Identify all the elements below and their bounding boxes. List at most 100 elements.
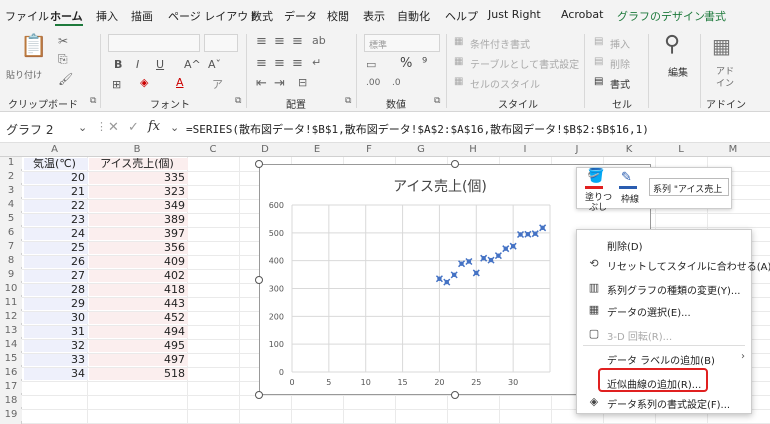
table-cell[interactable]: 22 xyxy=(24,200,88,212)
wrap-text-icon[interactable]: ↵ xyxy=(312,56,322,69)
paste-icon[interactable]: 📋 xyxy=(20,34,48,59)
increase-indent-icon[interactable]: ⇥ xyxy=(274,76,285,91)
font-color-icon[interactable]: A xyxy=(176,76,184,89)
column-header[interactable]: L xyxy=(678,144,684,155)
phonetic-icon[interactable]: ア xyxy=(212,78,223,91)
table-cell[interactable]: 402 xyxy=(89,270,188,282)
currency-icon[interactable]: ▭ xyxy=(366,58,377,71)
menu-tab[interactable]: ページ レイアウト xyxy=(168,10,260,23)
table-cell[interactable]: 32 xyxy=(24,340,88,352)
cell-style-icon[interactable]: ▦ xyxy=(454,76,464,87)
outline-pen-icon[interactable]: ✎ xyxy=(621,170,632,185)
context-menu-item[interactable]: ▥ 系列グラフの種類の変更(Y)... xyxy=(577,278,753,298)
format-painter-icon[interactable]: 🖌 xyxy=(58,72,74,86)
number-format-select[interactable]: 標準 xyxy=(364,34,440,52)
table-cell[interactable]: 443 xyxy=(89,298,188,310)
search-icon[interactable]: ⚲ xyxy=(664,32,681,57)
context-menu-item[interactable]: 近似曲線の追加(R)... xyxy=(577,372,753,392)
name-box-dropdown-icon[interactable]: ⌄ xyxy=(78,121,88,134)
column-header[interactable]: I xyxy=(523,144,527,155)
table-cell[interactable]: 356 xyxy=(89,242,188,254)
table-format-button[interactable]: テーブルとして書式設定 xyxy=(470,60,580,71)
fill-bucket-icon[interactable]: 🪣 xyxy=(587,168,605,184)
orientation-icon[interactable]: ab xyxy=(312,34,326,47)
row-header[interactable]: 6 xyxy=(0,227,22,239)
menu-tab[interactable]: 自動化 xyxy=(397,10,430,23)
align-bottom-icon[interactable]: ≡ xyxy=(292,34,303,49)
percent-icon[interactable]: % xyxy=(400,56,413,71)
underline-button[interactable]: U xyxy=(156,58,165,71)
italic-button[interactable]: I xyxy=(136,58,140,71)
row-header[interactable]: 14 xyxy=(0,339,22,351)
cond-format-button[interactable]: 条件付き書式 xyxy=(470,40,530,51)
row-header[interactable]: 3 xyxy=(0,185,22,197)
row-header[interactable]: 2 xyxy=(0,171,22,183)
format-cells-button[interactable]: 書式 xyxy=(610,80,630,91)
table-cell[interactable]: 34 xyxy=(24,368,88,380)
paste-label[interactable]: 貼り付け xyxy=(6,71,43,81)
clipboard-launcher-icon[interactable]: ⧉ xyxy=(90,96,97,106)
series-select[interactable]: 系列 "アイス売上 xyxy=(649,178,729,196)
row-header[interactable]: 12 xyxy=(0,311,22,323)
column-header[interactable]: F xyxy=(366,144,372,155)
column-header[interactable]: E xyxy=(313,144,321,155)
row-header[interactable]: 5 xyxy=(0,213,22,225)
align-middle-icon[interactable]: ≡ xyxy=(274,34,285,49)
row-header[interactable]: 8 xyxy=(0,255,22,267)
fx-dropdown-icon[interactable]: ⌄ xyxy=(170,121,180,134)
header-cell[interactable]: 気温(℃) xyxy=(24,158,88,170)
menu-tab[interactable]: 表示 xyxy=(363,10,385,23)
column-header[interactable]: B xyxy=(133,144,141,155)
cancel-icon[interactable]: ✕ xyxy=(108,120,119,135)
row-header[interactable]: 4 xyxy=(0,199,22,211)
menu-tab[interactable]: 数式 xyxy=(251,10,273,23)
context-menu-item[interactable]: データ ラベルの追加(B) › xyxy=(577,348,753,368)
menu-tab[interactable]: データ xyxy=(284,10,317,23)
outline-label[interactable]: 枠線 xyxy=(621,195,640,205)
table-cell[interactable]: 33 xyxy=(24,354,88,366)
row-header[interactable]: 10 xyxy=(0,283,22,295)
row-header[interactable]: 11 xyxy=(0,297,22,309)
chart-title[interactable]: アイス売上(個) xyxy=(393,179,487,195)
table-cell[interactable]: 495 xyxy=(89,340,188,352)
cond-format-icon[interactable]: ▦ xyxy=(454,36,464,47)
table-cell[interactable]: 389 xyxy=(89,214,188,226)
number-launcher-icon[interactable]: ⧉ xyxy=(434,96,441,106)
format-cells-icon[interactable]: ▤ xyxy=(594,76,604,87)
menu-tab[interactable]: グラフのデザイン xyxy=(617,10,705,23)
bold-button[interactable]: B xyxy=(114,58,123,71)
resize-handle[interactable] xyxy=(255,276,263,284)
comma-icon[interactable]: ⁹ xyxy=(422,56,428,71)
fill-color-icon[interactable]: ◈ xyxy=(140,76,149,89)
menu-tab[interactable]: 挿入 xyxy=(96,10,118,23)
decrease-indent-icon[interactable]: ⇤ xyxy=(256,76,267,91)
row-header[interactable]: 18 xyxy=(0,395,22,407)
column-header[interactable]: C xyxy=(209,144,217,155)
cell-style-button[interactable]: セルのスタイル xyxy=(470,80,540,91)
resize-handle[interactable] xyxy=(255,160,263,168)
menu-tab[interactable]: Just Right xyxy=(488,8,541,21)
align-left-icon[interactable]: ≡ xyxy=(256,56,267,71)
menu-tab[interactable]: 校閲 xyxy=(327,10,349,23)
row-header[interactable]: 9 xyxy=(0,269,22,281)
enter-icon[interactable]: ✓ xyxy=(128,120,139,135)
row-header[interactable]: 13 xyxy=(0,325,22,337)
context-menu-item[interactable]: ▦ データの選択(E)... xyxy=(577,300,753,320)
edit-button[interactable]: 編集 xyxy=(668,68,688,79)
insert-cells-icon[interactable]: ▤ xyxy=(594,36,604,47)
alignment-launcher-icon[interactable]: ⧉ xyxy=(345,96,352,106)
cut-icon[interactable]: ✂ xyxy=(58,34,69,48)
table-cell[interactable]: 20 xyxy=(24,172,88,184)
fill-label-2[interactable]: ぶし xyxy=(589,203,608,213)
font-size-select[interactable] xyxy=(204,34,238,52)
shrink-font-icon[interactable]: Aˇ xyxy=(208,58,222,71)
table-format-icon[interactable]: ▦ xyxy=(454,56,464,67)
column-header[interactable]: G xyxy=(417,144,425,155)
row-header[interactable]: 16 xyxy=(0,367,22,379)
grow-font-icon[interactable]: A^ xyxy=(184,58,201,71)
table-cell[interactable]: 30 xyxy=(24,312,88,324)
copy-icon[interactable]: ⎘ xyxy=(58,52,68,66)
context-menu-item[interactable]: ◈ データ系列の書式設定(F)... xyxy=(577,392,753,412)
menu-tab[interactable]: 書式 xyxy=(704,10,726,23)
table-cell[interactable]: 31 xyxy=(24,326,88,338)
